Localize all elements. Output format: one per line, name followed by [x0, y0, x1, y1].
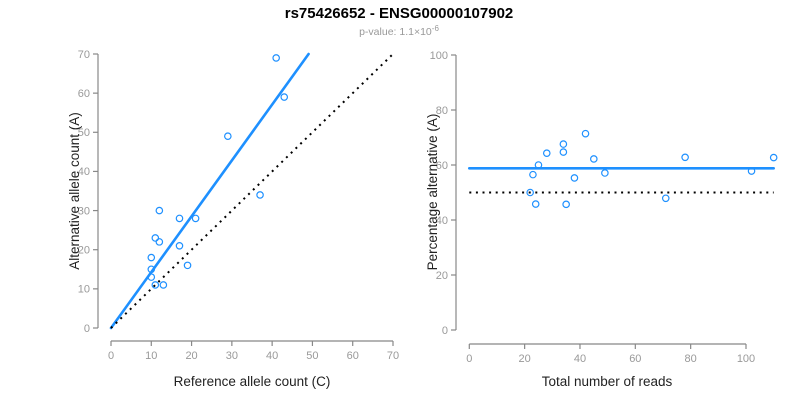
- x-tick-label: 0: [466, 353, 472, 365]
- x-tick-label: 100: [737, 353, 755, 365]
- x-tick-label: 0: [108, 350, 114, 362]
- x-tick-label: 40: [266, 350, 278, 362]
- p-value-text: p-value: 1.1×10: [359, 26, 432, 38]
- x-tick-label: 30: [226, 350, 238, 362]
- data-point: [147, 253, 156, 262]
- data-point: [531, 200, 540, 208]
- x-tick-label: 80: [685, 353, 697, 365]
- y-tick-label: 40: [78, 166, 90, 178]
- right-plot-percentage-alternative: 0 20 40 60 80 100 0 20 40 60 80 100: [430, 50, 778, 365]
- data-point: [769, 153, 778, 162]
- data-point: [151, 234, 160, 242]
- data-point: [151, 281, 160, 289]
- y-tick-label: 60: [78, 88, 90, 100]
- data-point: [147, 265, 156, 274]
- figure-subtitle: p-value: 1.1×10-6: [359, 24, 439, 38]
- y-tick-label: 60: [436, 160, 448, 172]
- right-plot-y-axis-title: Percentage alternative (A): [425, 114, 440, 271]
- right-plot-x-axis-title: Total number of reads: [542, 374, 673, 389]
- x-tick-label: 70: [387, 350, 399, 362]
- data-point: [155, 206, 164, 215]
- data-point: [747, 167, 756, 175]
- y-tick-label: 70: [78, 49, 90, 61]
- data-point: [562, 200, 570, 209]
- y-tick-label: 80: [436, 105, 448, 117]
- x-tick-label: 50: [306, 350, 318, 362]
- y-tick-label: 40: [436, 215, 448, 227]
- x-tick-label: 60: [347, 350, 359, 362]
- data-point: [224, 132, 232, 141]
- y-tick-label: 100: [430, 50, 448, 62]
- data-point: [147, 273, 156, 281]
- data-point: [590, 155, 598, 163]
- data-point: [526, 188, 534, 197]
- fit-line: [109, 52, 310, 330]
- x-tick-label: 40: [574, 353, 586, 365]
- y-tick-label: 0: [442, 325, 448, 337]
- data-point: [570, 174, 579, 182]
- data-point: [155, 238, 164, 246]
- data-point: [191, 214, 200, 223]
- x-tick-label: 20: [519, 353, 531, 365]
- y-tick-label: 30: [78, 205, 90, 217]
- data-point: [175, 214, 184, 223]
- left-plot-allele-counts: 0 10 20 30 40 50 60 70 0 10 20 30 40 50 60 70: [78, 49, 399, 362]
- data-point: [183, 261, 192, 270]
- data-point: [681, 153, 689, 162]
- y-tick-label: 10: [78, 284, 90, 296]
- left-plot-x-axis-title: Reference allele count (C): [174, 374, 331, 389]
- y-tick-label: 20: [78, 245, 90, 257]
- figure-title: rs75426652 - ENSG00000107902: [285, 5, 514, 22]
- left-plot-y-axis-title: Alternative allele count (A): [67, 112, 82, 270]
- data-point: [159, 281, 168, 289]
- data-point: [256, 191, 264, 199]
- x-tick-label: 20: [185, 350, 197, 362]
- data-point: [175, 242, 184, 250]
- data-point: [559, 148, 568, 156]
- data-point: [529, 170, 537, 179]
- y-tick-label: 0: [84, 323, 90, 335]
- data-point: [542, 149, 551, 157]
- data-point: [601, 169, 609, 177]
- y-tick-label: 20: [436, 270, 448, 282]
- p-value-exponent: -6: [432, 24, 440, 33]
- data-point: [534, 161, 543, 169]
- data-point: [581, 129, 590, 138]
- data-point: [559, 140, 568, 148]
- data-point: [280, 93, 289, 101]
- data-point: [272, 54, 280, 62]
- x-tick-label: 60: [629, 353, 641, 365]
- x-tick-label: 10: [145, 350, 157, 362]
- y-tick-label: 50: [78, 127, 90, 139]
- data-point: [661, 194, 670, 203]
